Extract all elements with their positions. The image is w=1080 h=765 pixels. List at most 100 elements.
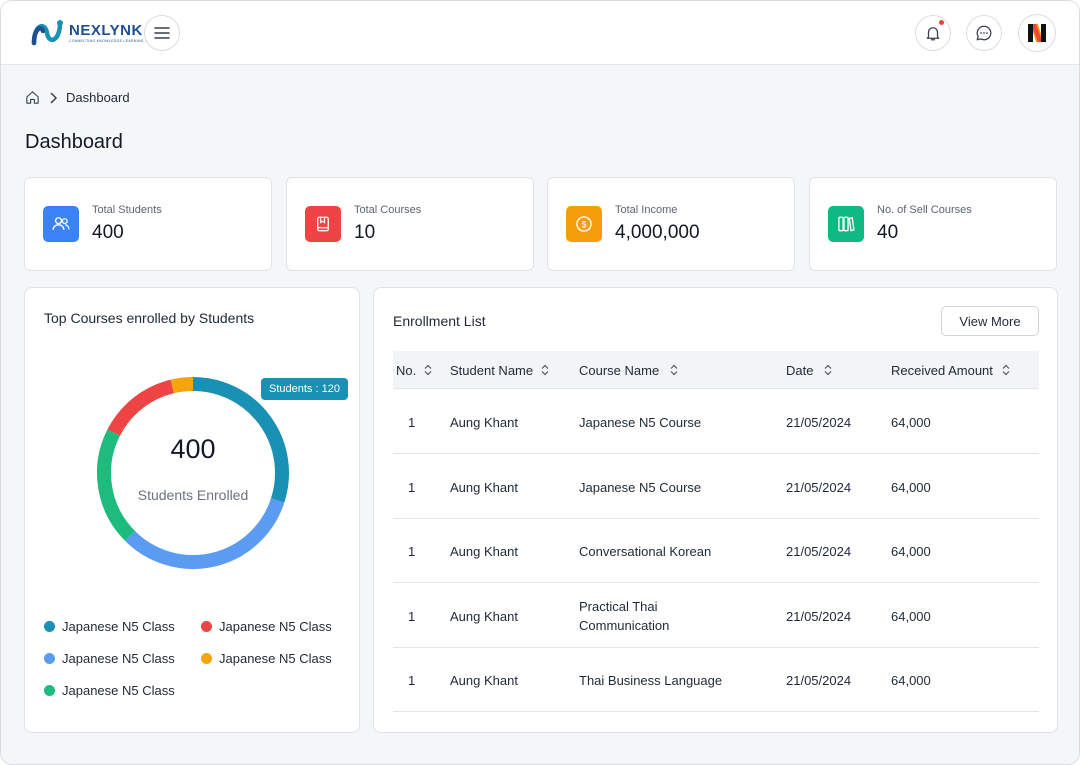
stat-label: No. of Sell Courses <box>877 204 972 216</box>
cell-student: Aung Khant <box>450 672 518 688</box>
cell-no: 1 <box>408 543 416 559</box>
legend-label: Japanese N5 Class <box>219 651 332 666</box>
column-label: Date <box>786 362 814 378</box>
stat-card-sell-courses: No. of Sell Courses 40 <box>809 177 1057 271</box>
users-icon <box>43 206 79 242</box>
donut-slice[interactable] <box>107 379 175 436</box>
table-row[interactable]: 1 Aung Khant Conversational Korean 21/05… <box>393 519 1039 583</box>
donut-slice[interactable] <box>170 377 194 394</box>
legend-item[interactable]: Japanese N5 Class <box>44 683 175 698</box>
cell-student: Aung Khant <box>450 479 518 495</box>
cell-date: 21/05/2024 <box>786 672 852 688</box>
chart-title: Top Courses enrolled by Students <box>44 310 255 326</box>
sort-icon <box>424 364 432 376</box>
svg-text:$: $ <box>581 219 586 229</box>
cell-amount: 64,000 <box>891 543 931 559</box>
cell-no: 1 <box>408 672 416 688</box>
chart-tooltip: Students : 120 <box>261 378 348 400</box>
view-more-button[interactable]: View More <box>941 306 1039 336</box>
cell-no: 1 <box>408 479 416 495</box>
breadcrumb: Dashboard <box>25 90 130 105</box>
donut-slice[interactable] <box>192 377 289 503</box>
bell-icon <box>926 27 940 41</box>
cell-course: Conversational Korean <box>579 543 712 559</box>
book-icon <box>305 206 341 242</box>
donut-slice[interactable] <box>97 429 136 541</box>
home-icon[interactable] <box>25 90 40 105</box>
legend-item[interactable]: Japanese N5 Class <box>201 651 332 666</box>
cell-date: 21/05/2024 <box>786 414 852 430</box>
column-header-course-name[interactable]: Course Name <box>579 351 678 389</box>
column-header-no[interactable]: No. <box>396 351 432 389</box>
stat-label: Total Courses <box>354 204 422 216</box>
column-label: No. <box>396 362 417 378</box>
column-label: Received Amount <box>891 362 993 378</box>
column-header-date[interactable]: Date <box>786 351 832 389</box>
legend-dot <box>201 621 212 632</box>
table-row[interactable]: 1 Aung Khant Japanese N5 Course 21/05/20… <box>393 390 1039 454</box>
cell-course: Practical Thai Communication <box>579 599 670 633</box>
top-bar: NEXLYNK CONNECTING KNOWLEDGE LEARNING TO… <box>1 1 1079 65</box>
messages-button[interactable] <box>966 15 1002 51</box>
legend-dot <box>201 653 212 664</box>
legend-label: Japanese N5 Class <box>62 651 175 666</box>
cell-amount: 64,000 <box>891 479 931 495</box>
sort-icon <box>1002 364 1010 376</box>
menu-button[interactable] <box>144 15 180 51</box>
cell-date: 21/05/2024 <box>786 479 852 495</box>
cell-course: Thai Business Language <box>579 672 723 688</box>
stat-card-total-income: $ Total Income 4,000,000 <box>547 177 795 271</box>
legend-item[interactable]: Japanese N5 Class <box>44 619 175 634</box>
stat-label: Total Students <box>92 204 162 216</box>
cell-no: 1 <box>408 608 416 624</box>
enrollment-title: Enrollment List <box>393 313 486 329</box>
cell-student: Aung Khant <box>450 414 518 430</box>
sort-icon <box>825 364 832 376</box>
stat-card-total-courses: Total Courses 10 <box>286 177 534 271</box>
legend-item[interactable]: Japanese N5 Class <box>44 651 175 666</box>
enrollment-list-card: Enrollment List View More No. Student Na… <box>373 287 1058 733</box>
column-header-student-name[interactable]: Student Name <box>450 351 549 389</box>
chat-icon <box>976 25 992 41</box>
stat-value: 4,000,000 <box>615 222 700 243</box>
logo[interactable]: NEXLYNK CONNECTING KNOWLEDGE LEARNING TO… <box>29 15 158 51</box>
column-header-received-amount[interactable]: Received Amount <box>891 351 1010 389</box>
legend-dot <box>44 653 55 664</box>
table-row[interactable]: 1 Aung Khant Practical Thai Communicatio… <box>393 584 1039 648</box>
sort-icon <box>670 364 678 376</box>
logo-icon <box>31 20 63 46</box>
cell-student: Aung Khant <box>450 543 518 559</box>
chevron-right-icon <box>50 91 58 104</box>
legend-label: Japanese N5 Class <box>62 619 175 634</box>
notifications-button[interactable] <box>915 15 951 51</box>
donut-slice[interactable] <box>125 498 285 569</box>
stat-value: 400 <box>92 222 124 243</box>
cell-amount: 64,000 <box>891 414 931 430</box>
brand-tagline: CONNECTING KNOWLEDGE LEARNING TODAY <box>69 38 159 43</box>
top-courses-card: Top Courses enrolled by Students Student… <box>24 287 360 733</box>
coin-icon: $ <box>566 206 602 242</box>
avatar[interactable] <box>1018 14 1056 52</box>
legend-label: Japanese N5 Class <box>219 619 332 634</box>
cell-course: Japanese N5 Course <box>579 479 702 495</box>
avatar-logo <box>1028 24 1046 42</box>
sort-icon <box>541 364 549 376</box>
cell-date: 21/05/2024 <box>786 608 852 624</box>
cell-course: Japanese N5 Course <box>579 414 702 430</box>
stat-card-total-students: Total Students 400 <box>24 177 272 271</box>
donut-center-label: Students Enrolled <box>137 487 249 503</box>
column-label: Course Name <box>579 362 660 378</box>
stat-value: 10 <box>354 222 376 243</box>
table-row[interactable]: 1 Aung Khant Thai Business Language 21/0… <box>393 648 1039 712</box>
legend-dot <box>44 685 55 696</box>
column-label: Student Name <box>450 362 534 378</box>
legend-label: Japanese N5 Class <box>62 683 175 698</box>
table-row[interactable]: 1 Aung Khant Japanese N5 Course 21/05/20… <box>393 455 1039 519</box>
cell-amount: 64,000 <box>891 608 931 624</box>
legend-item[interactable]: Japanese N5 Class <box>201 619 332 634</box>
donut-center-value: 400 <box>170 434 216 464</box>
breadcrumb-current: Dashboard <box>66 90 130 105</box>
page-title: Dashboard <box>25 131 123 153</box>
donut-chart[interactable] <box>25 288 361 618</box>
